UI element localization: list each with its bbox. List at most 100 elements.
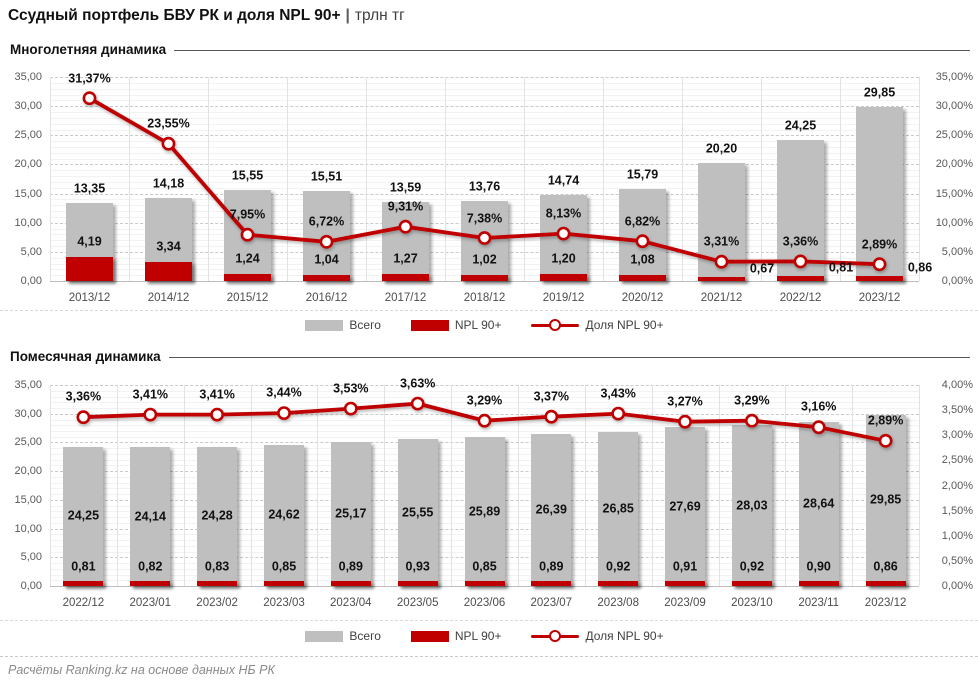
total-value-label: 26,39 bbox=[535, 502, 567, 517]
gridline-vertical bbox=[919, 385, 920, 586]
gridline-vertical bbox=[919, 77, 920, 281]
gridline-minor bbox=[50, 187, 919, 189]
y-axis-tick-left: 30,00 bbox=[14, 100, 42, 113]
y-axis-tick-left: 25,00 bbox=[14, 436, 42, 449]
y-axis-tick-right: 0,00% bbox=[941, 580, 973, 592]
section-header-multiyear: Многолетняя динамика bbox=[10, 42, 970, 57]
npl-value-label: 4,19 bbox=[77, 234, 102, 249]
gridline-minor bbox=[50, 494, 919, 496]
gridline-major bbox=[50, 251, 919, 253]
share-value-label: 3,29% bbox=[734, 393, 770, 408]
gridline-vertical bbox=[761, 77, 762, 281]
y-axis-tick-right: 20,00% bbox=[935, 158, 973, 171]
npl-bar bbox=[145, 261, 192, 281]
total-value-label: 24,25 bbox=[67, 508, 100, 523]
npl-value-label: 0,83 bbox=[204, 559, 230, 574]
gridline-major bbox=[50, 471, 919, 473]
line-marker bbox=[745, 413, 759, 428]
x-axis-label: 2023/12 bbox=[864, 597, 907, 609]
gridline-minor bbox=[50, 170, 919, 172]
npl-value-label: 0,85 bbox=[472, 559, 497, 574]
total-bar bbox=[798, 421, 839, 586]
share-value-label: 3,29% bbox=[466, 393, 503, 408]
npl-bar bbox=[598, 580, 639, 586]
gridline-minor bbox=[50, 448, 919, 450]
legend-label-share: Доля NPL 90+ bbox=[585, 629, 664, 643]
y-axis-tick-right: 0,00% bbox=[941, 275, 973, 287]
gridline-vertical bbox=[584, 385, 586, 586]
gridline-major bbox=[50, 557, 919, 559]
gridline-minor bbox=[50, 390, 919, 392]
total-bar bbox=[224, 190, 271, 281]
total-bar bbox=[382, 201, 429, 281]
gridline-minor bbox=[50, 534, 919, 536]
line-marker bbox=[611, 406, 626, 421]
line-marker bbox=[143, 407, 158, 422]
npl-bar bbox=[197, 581, 238, 586]
x-axis-label: 2015/12 bbox=[226, 292, 269, 304]
npl-value-label: 1,20 bbox=[551, 251, 576, 266]
share-value-label: 3,16% bbox=[800, 399, 837, 414]
y-axis-tick-right: 2,50% bbox=[941, 454, 973, 467]
x-axis-label: 2019/12 bbox=[542, 292, 585, 304]
legend-monthly: Всего NPL 90+ Доля NPL 90+ bbox=[50, 629, 919, 643]
x-axis-label: 2020/12 bbox=[621, 292, 664, 304]
y-axis-tick-right: 35,00% bbox=[935, 71, 973, 83]
y-axis-tick-right: 30,00% bbox=[935, 100, 973, 113]
x-axis-label: 2017/12 bbox=[384, 292, 427, 304]
total-bar bbox=[303, 190, 350, 281]
total-bar bbox=[698, 163, 745, 281]
gridline-minor bbox=[50, 511, 919, 513]
npl-value-label: 0,91 bbox=[672, 559, 698, 574]
line-marker bbox=[635, 234, 650, 249]
gridline-minor bbox=[50, 228, 919, 230]
gridline-minor bbox=[50, 453, 919, 455]
gridline-minor bbox=[50, 459, 919, 461]
gridline-minor bbox=[50, 545, 919, 547]
line-marker bbox=[477, 413, 492, 428]
gridline-minor bbox=[50, 234, 919, 236]
legend-label-share: Доля NPL 90+ bbox=[585, 318, 664, 332]
total-bar bbox=[865, 414, 906, 586]
x-axis-label: 2022/12 bbox=[62, 597, 105, 609]
x-axis-line bbox=[50, 586, 919, 587]
y-axis-tick-right: 25,00% bbox=[935, 129, 973, 142]
gridline-vertical bbox=[250, 385, 252, 586]
npl-value-label: 0,89 bbox=[338, 559, 363, 574]
total-value-label: 24,14 bbox=[134, 509, 166, 524]
x-axis-label: 2023/06 bbox=[463, 597, 506, 609]
gridline-minor bbox=[50, 505, 919, 507]
y-axis-tick-left: 30,00 bbox=[14, 407, 42, 420]
line-marker bbox=[556, 226, 571, 241]
share-line bbox=[83, 401, 886, 443]
share-value-label: 9,31% bbox=[387, 199, 424, 214]
share-value-label: 3,31% bbox=[703, 234, 740, 249]
npl-value-label: 1,24 bbox=[235, 251, 260, 266]
npl-bar bbox=[224, 273, 271, 281]
title-separator: | bbox=[345, 7, 350, 24]
line-marker bbox=[872, 257, 887, 272]
x-axis-label: 2023/03 bbox=[263, 597, 305, 609]
total-value-label: 13,59 bbox=[389, 180, 422, 195]
total-bar bbox=[130, 447, 171, 586]
npl-value-label: 0,85 bbox=[271, 559, 297, 574]
x-axis-label: 2023/04 bbox=[330, 597, 372, 609]
gridline-vertical bbox=[603, 77, 604, 281]
y-axis-tick-left: 35,00 bbox=[14, 379, 42, 391]
line-marker bbox=[678, 414, 692, 429]
gridline-minor bbox=[50, 216, 919, 218]
npl-value-label: 0,86 bbox=[907, 260, 933, 275]
y-axis-tick-left: 0,00 bbox=[20, 275, 42, 287]
legend-label-total: Всего bbox=[349, 318, 381, 332]
page-title: Ссудный портфель БВУ РК и доля NPL 90+ | т… bbox=[8, 7, 405, 25]
gridline-major bbox=[50, 413, 919, 415]
line-marker bbox=[878, 433, 893, 448]
npl-bar bbox=[464, 581, 505, 586]
gridline-major bbox=[50, 499, 919, 501]
total-value-label: 20,20 bbox=[705, 141, 738, 156]
total-bar bbox=[531, 434, 572, 586]
gridline-vertical bbox=[384, 385, 386, 586]
x-axis-label: 2023/02 bbox=[196, 597, 238, 609]
